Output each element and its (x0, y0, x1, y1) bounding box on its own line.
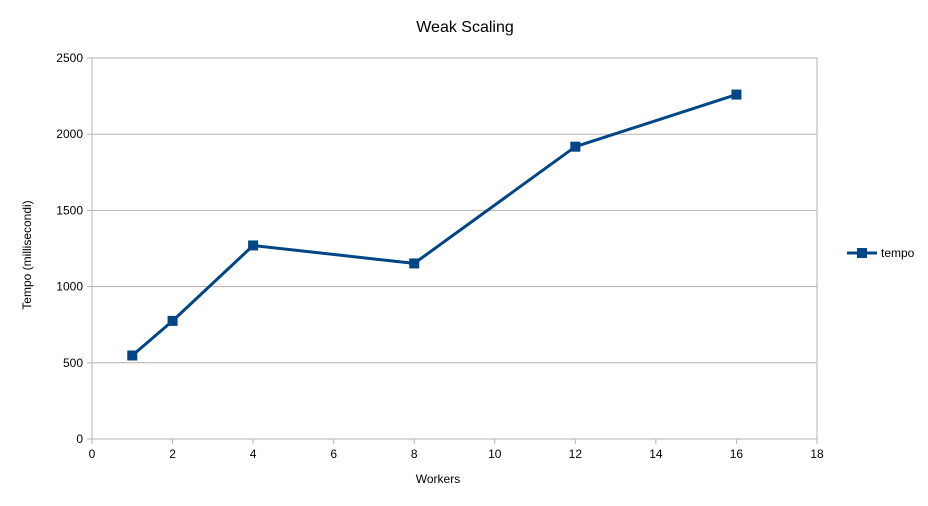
xtick-label-10: 10 (488, 447, 502, 461)
series-tempo (127, 89, 742, 361)
grid (92, 57, 817, 440)
ytick-label-500: 500 (63, 356, 83, 370)
ytick-label-2500: 2500 (56, 51, 83, 65)
legend-label-tempo: tempo (881, 246, 915, 260)
data-point-tempo-5 (731, 89, 742, 100)
data-point-tempo-4 (570, 141, 581, 152)
ytick-label-1000: 1000 (56, 280, 83, 294)
series-line-tempo (131, 93, 737, 357)
legend: tempo (847, 246, 915, 260)
xtick-label-0: 0 (89, 447, 96, 461)
x-axis-tick-labels: 0 2 4 6 8 10 12 14 16 18 (89, 447, 824, 461)
xtick-label-18: 18 (810, 447, 824, 461)
y-axis-label: Tempo (millisecondi) (20, 200, 34, 309)
x-axis-label: Workers (416, 472, 460, 486)
ytick-label-2000: 2000 (56, 127, 83, 141)
xtick-label-2: 2 (169, 447, 176, 461)
ytick-label-0: 0 (76, 432, 83, 446)
ytick-label-1500: 1500 (56, 203, 83, 217)
xtick-label-4: 4 (250, 447, 257, 461)
y-axis-tick-labels: 0 500 1000 1500 2000 2500 (56, 51, 83, 446)
data-point-tempo-3 (409, 258, 420, 269)
tick-marks (87, 57, 818, 444)
xtick-label-12: 12 (569, 447, 583, 461)
plot-area-border (91, 57, 818, 440)
xtick-label-16: 16 (730, 447, 744, 461)
data-point-tempo-0 (127, 350, 138, 361)
xtick-label-6: 6 (330, 447, 337, 461)
data-point-tempo-2 (248, 240, 259, 251)
data-point-tempo-1 (167, 315, 178, 326)
chart-title: Weak Scaling (416, 19, 514, 36)
xtick-label-8: 8 (411, 447, 418, 461)
legend-marker (857, 248, 867, 258)
xtick-label-14: 14 (649, 447, 663, 461)
